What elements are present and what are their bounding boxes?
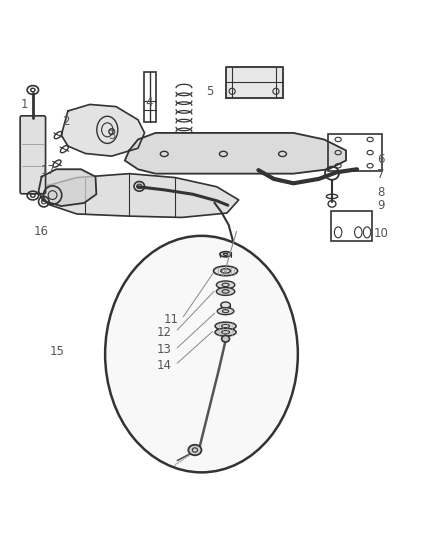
Polygon shape bbox=[226, 67, 283, 98]
Text: 4: 4 bbox=[145, 96, 153, 109]
Ellipse shape bbox=[215, 322, 236, 330]
Ellipse shape bbox=[221, 302, 230, 308]
Text: 8: 8 bbox=[378, 185, 385, 198]
Bar bbox=[328, 134, 382, 171]
Text: 13: 13 bbox=[157, 343, 172, 356]
Text: 9: 9 bbox=[377, 199, 385, 212]
Ellipse shape bbox=[216, 287, 235, 295]
Polygon shape bbox=[39, 169, 96, 206]
Text: 17: 17 bbox=[41, 164, 56, 176]
Ellipse shape bbox=[216, 281, 235, 289]
Ellipse shape bbox=[105, 236, 298, 472]
Text: 11: 11 bbox=[163, 312, 178, 326]
Text: 15: 15 bbox=[49, 345, 64, 358]
Polygon shape bbox=[42, 174, 239, 217]
FancyBboxPatch shape bbox=[20, 116, 46, 194]
Text: 7: 7 bbox=[377, 168, 385, 181]
Polygon shape bbox=[61, 104, 145, 156]
Text: 1: 1 bbox=[20, 98, 28, 111]
Text: 5: 5 bbox=[207, 85, 214, 98]
Text: 2: 2 bbox=[62, 116, 70, 128]
Text: 6: 6 bbox=[377, 152, 385, 166]
Text: 12: 12 bbox=[157, 326, 172, 338]
Ellipse shape bbox=[217, 308, 234, 314]
Ellipse shape bbox=[213, 266, 237, 276]
Text: 14: 14 bbox=[157, 359, 172, 372]
Bar bbox=[331, 211, 372, 241]
Text: 16: 16 bbox=[34, 225, 49, 238]
Ellipse shape bbox=[215, 328, 236, 336]
Text: 3: 3 bbox=[108, 128, 115, 142]
Bar bbox=[144, 71, 156, 122]
Ellipse shape bbox=[188, 445, 201, 455]
Text: 10: 10 bbox=[374, 227, 389, 240]
Polygon shape bbox=[125, 133, 346, 174]
Ellipse shape bbox=[222, 335, 230, 342]
